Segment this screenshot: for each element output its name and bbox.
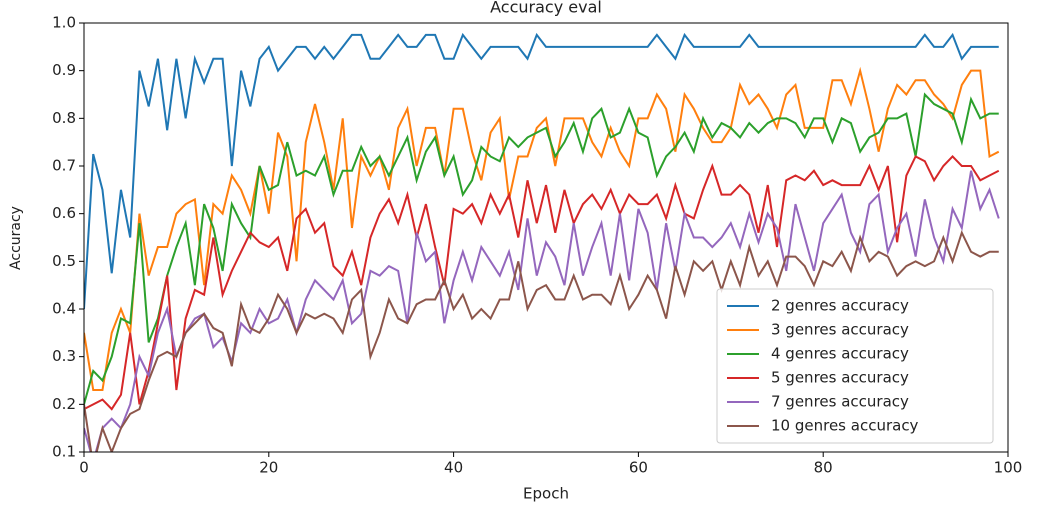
x-tick-label: 0 <box>79 459 89 477</box>
legend-label: 10 genres accuracy <box>771 417 919 435</box>
y-tick-label: 1.0 <box>52 14 76 32</box>
plot-lines <box>84 32 1000 452</box>
y-tick-label: 0.9 <box>52 61 76 79</box>
legend-label: 2 genres accuracy <box>771 297 909 315</box>
series-line <box>84 92 999 405</box>
y-tick-label: 0.1 <box>52 443 76 461</box>
x-tick-label: 80 <box>814 459 833 477</box>
series-line <box>84 155 1000 411</box>
chart-title: Accuracy eval <box>490 0 602 17</box>
series-line <box>84 66 1000 392</box>
y-tick-label: 0.7 <box>52 157 76 175</box>
legend-box <box>716 288 994 444</box>
x-tick-label: 100 <box>994 459 1023 477</box>
y-tick-label: 0.2 <box>52 395 76 413</box>
y-tick-label: 0.4 <box>52 300 76 318</box>
x-tick-label: 20 <box>259 459 278 477</box>
series-line <box>84 230 999 452</box>
y-tick-label: 0.3 <box>52 347 76 365</box>
series-line <box>84 32 999 310</box>
legend-label: 4 genres accuracy <box>771 345 909 363</box>
x-axis-label: Epoch <box>523 485 569 503</box>
y-tick-label: 0.6 <box>52 204 76 222</box>
y-tick-label: 0.5 <box>52 252 76 270</box>
legend-label: 7 genres accuracy <box>771 393 909 411</box>
y-axis-label: Accuracy <box>8 206 24 270</box>
plot-frame <box>83 22 1009 453</box>
series-line <box>84 170 1000 452</box>
legend: 2 genres accuracy 3 genres accuracy 4 genr… <box>716 288 994 444</box>
legend-label: 3 genres accuracy <box>771 321 909 339</box>
legend-label: 5 genres accuracy <box>771 369 909 387</box>
y-tick-label: 0.8 <box>52 109 76 127</box>
x-tick-label: 60 <box>629 459 648 477</box>
x-tick-label: 40 <box>444 459 463 477</box>
